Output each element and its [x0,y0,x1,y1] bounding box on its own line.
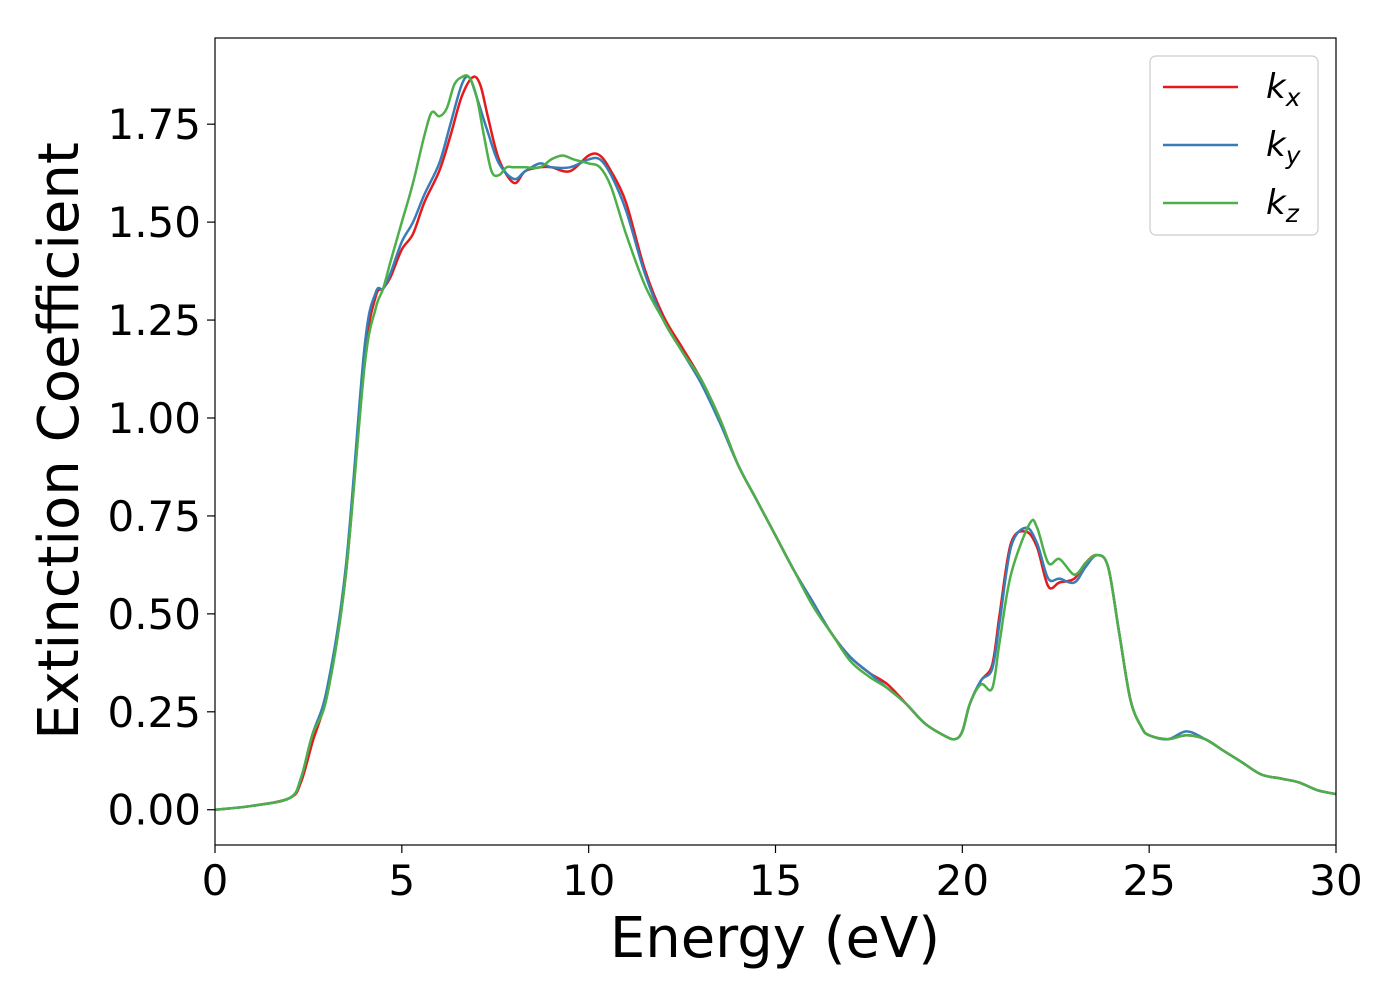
y-tick-label: 1.25 [107,296,201,345]
x-tick-label: 20 [936,856,989,905]
y-tick-label: 0.50 [107,590,201,639]
x-tick-label: 0 [202,856,229,905]
plot-area [215,38,1336,845]
y-tick-label: 0.25 [107,688,201,737]
y-tick-label: 1.75 [107,100,201,149]
series-layer [214,74,1337,811]
x-tick-label: 25 [1122,856,1175,905]
y-tick-label: 0.00 [107,786,201,835]
x-axis-label: Energy (eV) [610,906,940,971]
x-tick-label: 15 [749,856,802,905]
legend-label-k_x: kx [1266,67,1301,112]
legend-label-k_z: kz [1266,183,1300,228]
series-line-k_z [214,74,1337,811]
y-axis-label: Extinction Coefficient [27,142,92,740]
legend: kx ky kz [1149,55,1319,236]
y-axis-ticks: 0.00 0.25 0.50 0.75 1.00 1.25 1.50 1.75 [107,100,215,835]
y-tick-label: 1.50 [107,198,201,247]
x-tick-label: 30 [1309,856,1362,905]
x-axis-ticks: 0 5 10 15 20 25 30 [202,845,1363,905]
y-tick-label: 0.75 [107,492,201,541]
x-tick-label: 5 [388,856,415,905]
legend-label-k_y: ky [1266,125,1302,170]
y-tick-label: 1.00 [107,394,201,443]
x-tick-label: 10 [562,856,615,905]
